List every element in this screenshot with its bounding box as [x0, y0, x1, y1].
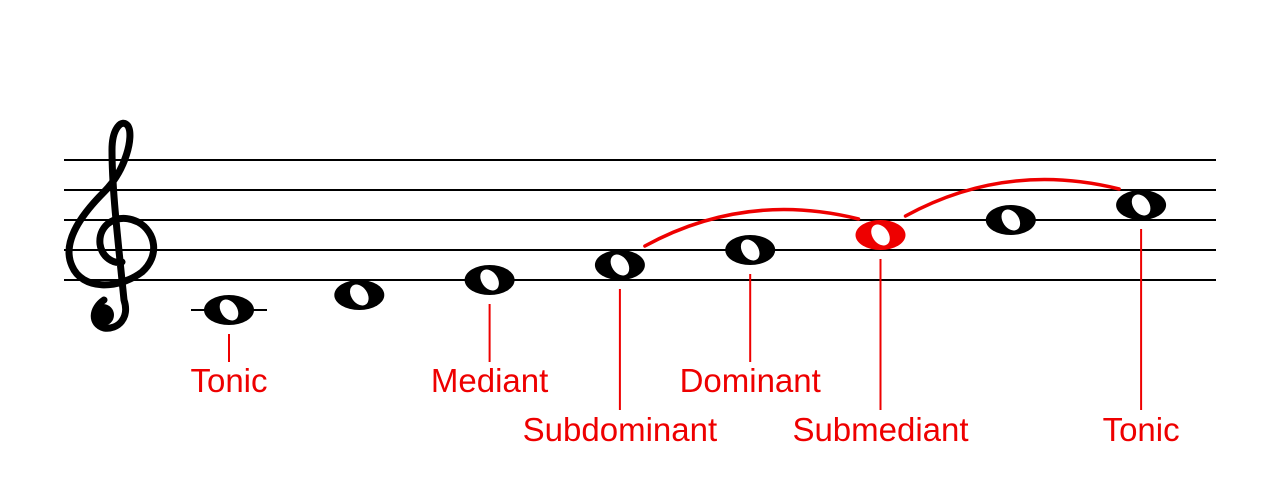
- note: [985, 205, 1036, 235]
- note: [334, 280, 385, 310]
- interval-arc: [903, 177, 1121, 218]
- note: [204, 295, 254, 325]
- note-highlighted: [855, 220, 906, 250]
- degree-label-submediant: Submediant: [792, 411, 968, 448]
- degree-label-tonic: Tonic: [1103, 411, 1180, 448]
- degree-label-mediant: Mediant: [431, 362, 548, 399]
- note: [725, 235, 776, 265]
- staff: [64, 159, 1216, 281]
- degree-label-tonic: Tonic: [190, 362, 267, 399]
- label-connectors: [228, 229, 1143, 410]
- note: [1116, 190, 1167, 220]
- interval-arcs: [643, 177, 1121, 248]
- scale-notes: [204, 190, 1167, 325]
- degree-label-subdominant: Subdominant: [523, 411, 717, 448]
- treble-clef-icon: [65, 119, 158, 332]
- degree-label-dominant: Dominant: [680, 362, 821, 399]
- degree-labels: Tonic Mediant Subdominant Dominant Submedian…: [190, 362, 1179, 448]
- note: [594, 250, 645, 280]
- note: [464, 265, 515, 295]
- interval-arc: [643, 207, 861, 248]
